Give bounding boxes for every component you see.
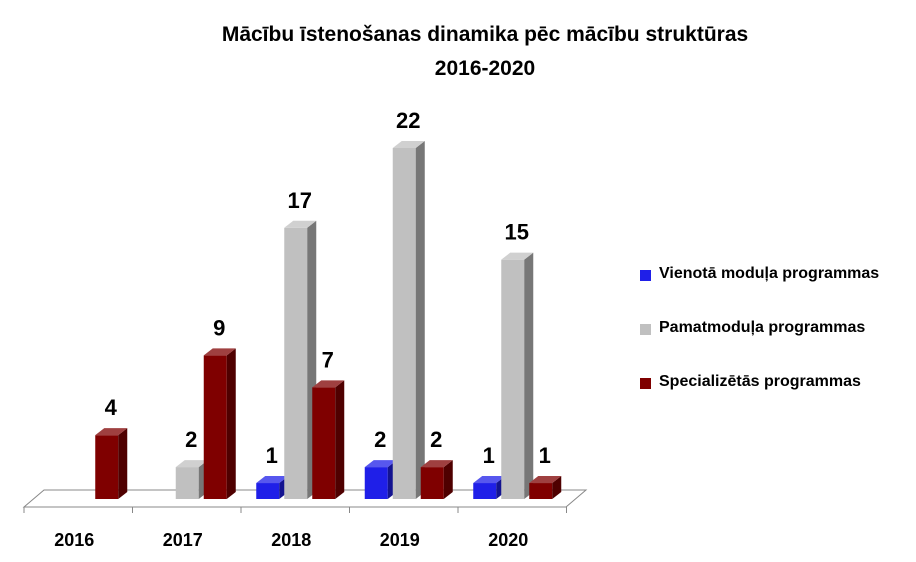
bar-side	[335, 380, 345, 499]
data-label: 1	[539, 443, 551, 468]
bar-front	[529, 483, 553, 499]
x-tick-label: 2018	[271, 530, 311, 550]
bar-2019-series-0	[364, 460, 397, 499]
bar-top	[473, 476, 506, 484]
bar-front	[203, 355, 227, 499]
bar-side	[524, 252, 534, 499]
bar-side	[226, 348, 236, 499]
bar-2020-series-1	[501, 252, 534, 499]
bar-top	[175, 460, 208, 468]
bar-2018-series-2	[312, 380, 345, 499]
bar-front	[392, 148, 416, 499]
bar-top	[284, 220, 317, 228]
data-label: 1	[483, 443, 495, 468]
bar-side	[415, 141, 425, 499]
x-tick-label: 2016	[54, 530, 94, 550]
bar-top	[529, 476, 562, 484]
bar-2019-series-1	[392, 141, 425, 499]
data-label: 7	[322, 347, 334, 372]
chart-title-line-2: 2016-2020	[434, 57, 536, 80]
bar-2018-series-0	[256, 476, 289, 499]
data-label: 4	[105, 395, 118, 420]
data-label: 17	[288, 188, 312, 213]
bar-front	[256, 483, 280, 499]
bar-front	[501, 259, 525, 499]
bar-front	[312, 387, 336, 499]
bar-2017-series-1	[175, 460, 208, 499]
bars-group	[95, 141, 562, 500]
bar-top	[256, 476, 289, 484]
x-tick-label: 2017	[163, 530, 203, 550]
bar-2020-series-0	[473, 476, 506, 499]
bar-2016-series-2	[95, 428, 128, 499]
data-label: 15	[505, 220, 529, 245]
data-label: 2	[430, 427, 442, 452]
bar-top	[364, 460, 397, 468]
bar-2017-series-2	[203, 348, 236, 499]
data-label: 9	[213, 315, 225, 340]
bar-side	[118, 428, 128, 499]
bar-top	[203, 348, 236, 356]
bar-front	[420, 467, 444, 499]
legend-swatch	[640, 378, 651, 389]
legend-label: Vienotā moduļa programmas	[659, 265, 880, 282]
data-label: 2	[374, 427, 386, 452]
chart-title: Mācību īstenošanas dinamika pēc mācību s…	[0, 18, 916, 86]
legend-swatch	[640, 270, 651, 281]
bar-top	[420, 460, 453, 468]
bar-top	[95, 428, 128, 436]
bar-front	[175, 467, 199, 499]
bar-front	[473, 483, 497, 499]
bar-top	[312, 380, 345, 388]
data-label: 1	[266, 443, 278, 468]
data-label: 22	[396, 108, 420, 133]
legend-swatch	[640, 324, 651, 335]
bar-2018-series-1	[284, 220, 317, 500]
data-label: 2	[185, 427, 197, 452]
bar-front	[95, 435, 119, 499]
bar-side	[552, 476, 562, 499]
bar-top	[501, 252, 534, 260]
chart-title-line-1: Mācību īstenošanas dinamika pēc mācību s…	[221, 23, 749, 46]
x-axis-ticks: 2016 2017 2018 2019 2020	[54, 530, 528, 550]
x-tick-label: 2020	[488, 530, 528, 550]
bar-front	[364, 467, 388, 499]
bar-front	[284, 227, 308, 500]
bar-side	[443, 460, 453, 499]
legend-label: Specializētās programmas	[659, 373, 861, 390]
bar-2019-series-2	[420, 460, 453, 499]
legend-label: Pamatmoduļa programmas	[659, 319, 866, 336]
x-tick-label: 2019	[380, 530, 420, 550]
bar-top	[392, 141, 425, 148]
bar-2020-series-2	[529, 476, 562, 499]
